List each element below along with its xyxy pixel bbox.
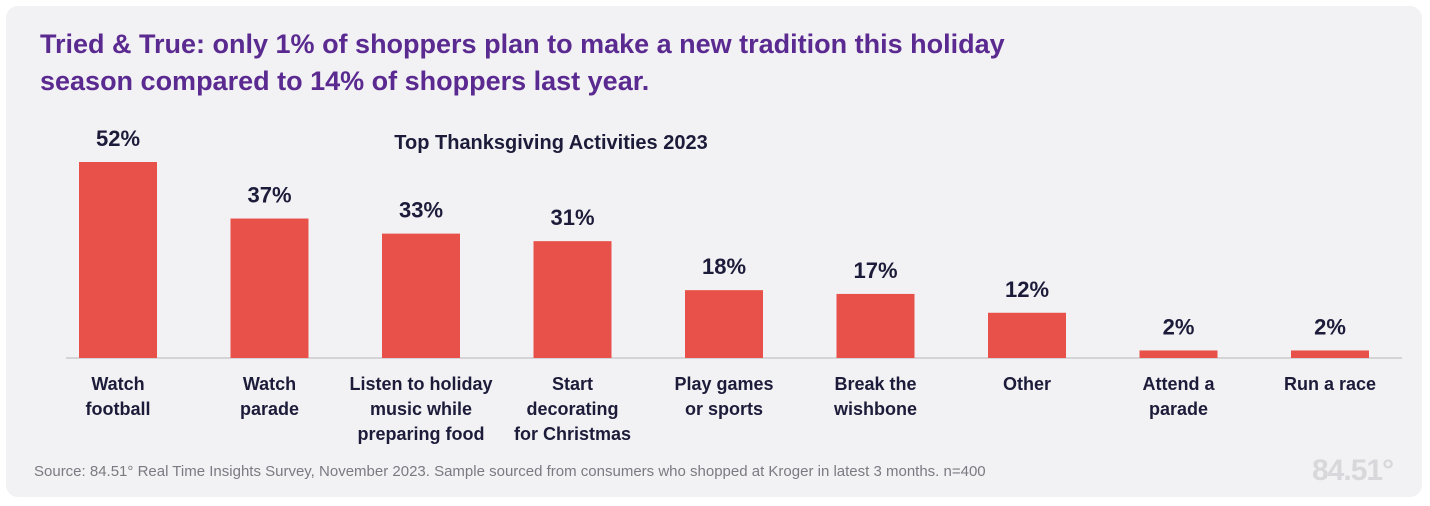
bar xyxy=(230,218,309,358)
data-label: 52% xyxy=(96,126,140,151)
category-label: Watch xyxy=(91,374,144,394)
data-label: 31% xyxy=(550,205,594,230)
category-label: preparing food xyxy=(358,424,485,444)
category-label: decorating xyxy=(526,399,618,419)
data-label: 33% xyxy=(399,198,443,223)
category-label: parade xyxy=(1149,399,1208,419)
headline-line-2: season compared to 14% of shoppers last … xyxy=(40,66,650,96)
data-label: 2% xyxy=(1163,314,1195,339)
bar xyxy=(685,290,763,358)
bar-chart: Top Thanksgiving Activities 2023 52% Watch… xyxy=(66,126,1402,444)
category-label: Watch xyxy=(243,374,296,394)
bar xyxy=(988,312,1066,358)
bar xyxy=(836,293,915,358)
category-label: or sports xyxy=(685,399,763,419)
category-label: parade xyxy=(240,399,299,419)
headline-line-1: Tried & True: only 1% of shoppers plan t… xyxy=(40,29,1005,59)
category-label: for Christmas xyxy=(514,424,631,444)
headline: Tried & True: only 1% of shoppers plan t… xyxy=(40,26,1140,100)
source-note: Source: 84.51° Real Time Insights Survey… xyxy=(34,463,986,480)
bar xyxy=(1291,350,1369,358)
brand-logo: 84.51° xyxy=(1312,454,1394,487)
category-label: Play games xyxy=(674,374,773,394)
category-label: Run a race xyxy=(1284,374,1376,394)
data-label: 2% xyxy=(1314,314,1346,339)
category-label: wishbone xyxy=(833,399,917,419)
bar xyxy=(382,233,460,358)
bar xyxy=(1139,350,1218,358)
data-label: 12% xyxy=(1005,277,1049,302)
category-label: Listen to holiday xyxy=(349,374,492,394)
data-label: 37% xyxy=(247,183,291,208)
category-label: music while xyxy=(370,399,472,419)
data-label: 17% xyxy=(853,258,897,283)
category-label: Break the xyxy=(834,374,916,394)
category-label: Attend a xyxy=(1143,374,1216,394)
bar xyxy=(533,241,612,358)
chart-card: Tried & True: only 1% of shoppers plan t… xyxy=(6,6,1422,497)
category-label: Other xyxy=(1003,374,1051,394)
data-label: 18% xyxy=(702,254,746,279)
chart-title: Top Thanksgiving Activities 2023 xyxy=(394,132,707,154)
category-label: Start xyxy=(552,374,593,394)
category-label: football xyxy=(86,399,151,419)
bar xyxy=(79,162,157,358)
